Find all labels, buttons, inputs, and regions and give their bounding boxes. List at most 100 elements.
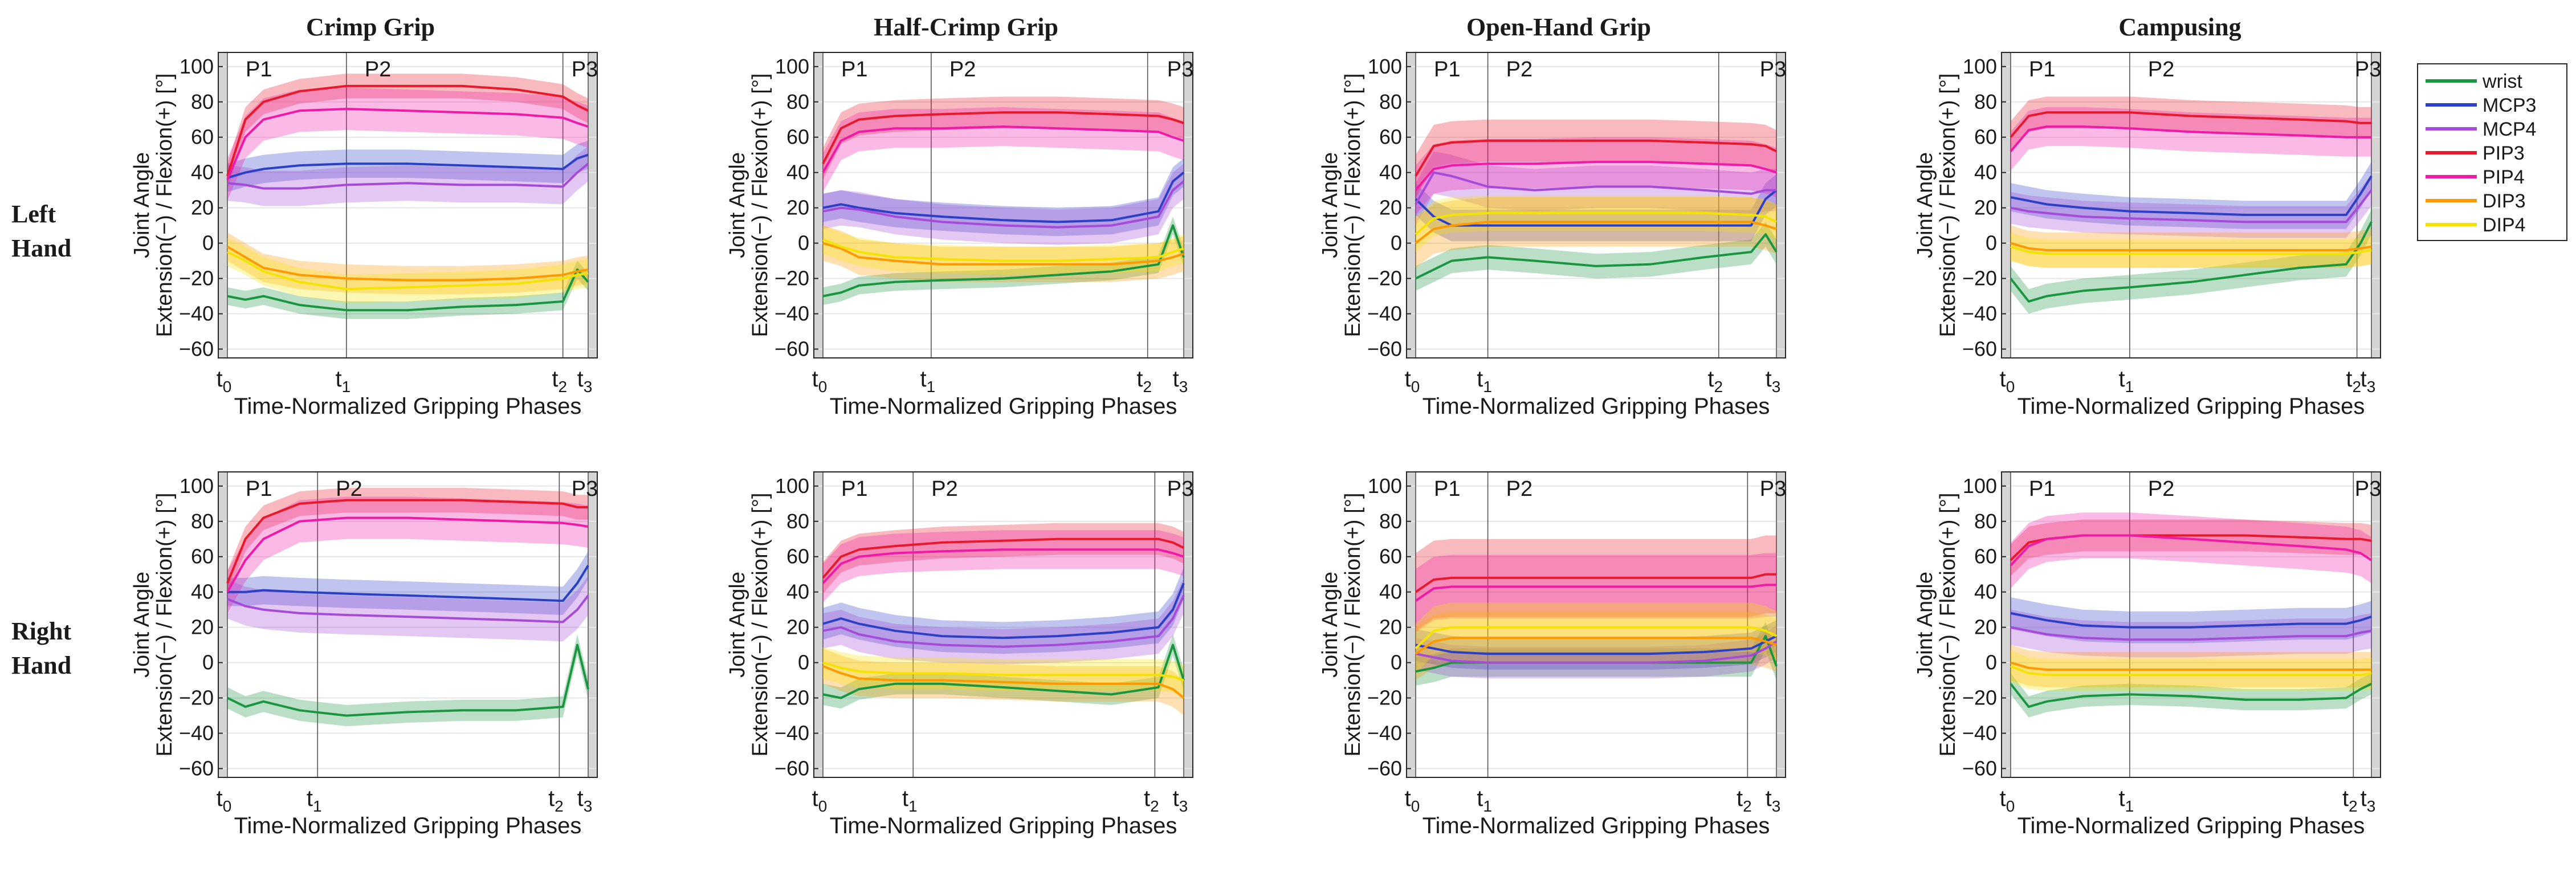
line-wrist xyxy=(227,268,589,312)
y-tick-label: 20 xyxy=(1379,196,1402,219)
phase-label-P3: P3 xyxy=(1167,58,1193,82)
legend-label-MCP4: MCP4 xyxy=(2483,119,2536,140)
legend-label-wrist: wrist xyxy=(2482,71,2522,92)
panel-right-halfcrimp: −60 −40 −20 0 20 40 60 80 100 P1 P2 P3 t0 t1 t2 t3Time-… xyxy=(725,471,1193,838)
time-label-t3: t3 xyxy=(577,786,593,815)
band-PIP3 xyxy=(227,487,588,596)
phase-label-P3: P3 xyxy=(1760,58,1786,82)
y-tick-label: 40 xyxy=(191,161,214,184)
line-DIP4 xyxy=(2010,665,2372,677)
y-axis-label-line1: Joint Angle xyxy=(1913,572,1937,678)
line-PIP3 xyxy=(226,499,588,584)
line-PIP4 xyxy=(822,548,1184,584)
y-tick-label: 80 xyxy=(191,90,214,113)
line-PIP3 xyxy=(1415,573,1776,593)
line-PIP4 xyxy=(226,108,589,180)
band-MCP4 xyxy=(227,576,588,642)
y-tick-label: 20 xyxy=(786,616,809,639)
y-tick-label: −40 xyxy=(1367,302,1402,325)
y-tick-label: 40 xyxy=(786,580,809,604)
end-strip xyxy=(588,52,597,358)
line-DIP3 xyxy=(2010,242,2372,251)
phase-label-P2: P2 xyxy=(931,477,957,501)
band-PIP4 xyxy=(2011,512,2371,589)
y-tick-label: 40 xyxy=(1974,161,1997,184)
time-label-t2: t2 xyxy=(2342,786,2358,815)
time-label-t1: t1 xyxy=(2119,786,2134,815)
y-tick-label: 100 xyxy=(1963,474,1997,498)
band-PIP4 xyxy=(227,88,588,201)
legend-label-DIP3: DIP3 xyxy=(2483,190,2526,212)
y-tick-label: 0 xyxy=(1986,651,1997,674)
line-MCP3 xyxy=(822,582,1185,639)
axes-box xyxy=(1406,471,1786,778)
panel-right-campusing: −60 −40 −20 0 20 40 60 80 100 P1 P2 P3 t0 t1 t2 t3Time-… xyxy=(1913,471,2381,838)
band-PIP4 xyxy=(823,530,1184,603)
bands xyxy=(1416,119,1776,291)
y-tick-label: −20 xyxy=(179,686,214,710)
time-label-t0: t0 xyxy=(1405,366,1420,396)
line-DIP4 xyxy=(822,238,1184,262)
time-label-t0: t0 xyxy=(217,366,232,396)
time-label-t3: t3 xyxy=(1173,366,1188,396)
band-PIP3 xyxy=(823,96,1184,180)
panel-left-crimp: −60 −40 −20 0 20 40 60 80 100 P1 P2 P3 t0 t1 t2 t3Time-… xyxy=(130,52,598,419)
time-label-t2: t2 xyxy=(548,786,564,815)
band-MCP4 xyxy=(2011,609,2371,658)
band-MCP4 xyxy=(1416,151,1776,226)
time-label-t3: t3 xyxy=(577,366,593,396)
line-MCP4 xyxy=(227,162,589,190)
line-DIP4 xyxy=(822,661,1184,682)
band-PIP4 xyxy=(227,496,588,613)
y-tick-label: −20 xyxy=(775,686,809,710)
line-PIP3 xyxy=(1415,139,1777,177)
time-label-t2: t2 xyxy=(1707,366,1723,396)
y-tick-label: −60 xyxy=(775,337,809,361)
y-tick-label: −60 xyxy=(179,337,214,361)
y-tick-label: 100 xyxy=(775,55,809,78)
band-MCP3 xyxy=(823,158,1184,237)
time-label-t1: t1 xyxy=(2119,366,2134,396)
y-axis-label-line2: Extension(−) / Flexion(+) [°] xyxy=(153,74,177,337)
line-MCP3 xyxy=(2010,175,2373,216)
y-tick-label: 60 xyxy=(786,545,809,568)
band-wrist xyxy=(2011,209,2371,314)
y-tick-label: 0 xyxy=(202,651,214,674)
end-strip xyxy=(2371,52,2381,358)
band-wrist xyxy=(1416,222,1776,291)
legend-label-MCP3: MCP3 xyxy=(2483,95,2536,116)
time-label-t2: t2 xyxy=(1136,366,1152,396)
line-MCP4 xyxy=(822,180,1185,229)
y-tick-label: −60 xyxy=(1367,337,1402,361)
line-MCP3 xyxy=(1415,189,1778,227)
time-label-t0: t0 xyxy=(2000,366,2015,396)
end-strip xyxy=(1776,472,1786,777)
y-tick-label: 60 xyxy=(1974,125,1997,149)
plot-area xyxy=(1407,52,1786,358)
time-label-t1: t1 xyxy=(920,366,936,396)
line-PIP4 xyxy=(2010,125,2371,152)
y-tick-label: 80 xyxy=(191,510,214,533)
y-axis-label-line2: Extension(−) / Flexion(+) [°] xyxy=(1341,493,1365,757)
y-tick-label: 80 xyxy=(1974,510,1997,533)
y-tick-label: −40 xyxy=(775,722,809,745)
band-DIP3 xyxy=(1416,197,1776,268)
time-label-t1: t1 xyxy=(1477,786,1492,815)
line-MCP4 xyxy=(822,595,1185,648)
line-PIP4 xyxy=(226,516,589,593)
start-strip xyxy=(814,472,823,777)
line-wrist xyxy=(2010,221,2373,303)
time-label-t3: t3 xyxy=(2361,786,2376,815)
lines xyxy=(822,537,1185,699)
line-MCP3 xyxy=(822,172,1185,223)
x-axis-label: Time-Normalized Gripping Phases xyxy=(830,813,1177,838)
time-label-t2: t2 xyxy=(552,366,567,396)
axes-box xyxy=(218,471,598,778)
y-tick-label: −20 xyxy=(1367,267,1402,290)
band-DIP3 xyxy=(2011,225,2371,268)
y-tick-label: 100 xyxy=(180,474,214,498)
line-MCP3 xyxy=(2010,612,2372,629)
phase-label-P2: P2 xyxy=(1506,477,1532,501)
phase-label-P2: P2 xyxy=(365,58,391,82)
y-axis-label-line2: Extension(−) / Flexion(+) [°] xyxy=(748,493,772,757)
